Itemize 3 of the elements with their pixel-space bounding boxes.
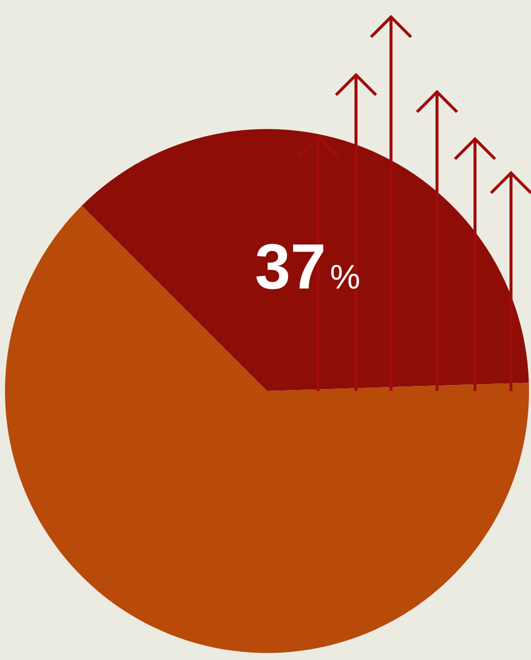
pie-slice bbox=[82, 129, 529, 391]
pie-slice bbox=[5, 206, 529, 653]
data-label: 37% bbox=[254, 230, 360, 303]
